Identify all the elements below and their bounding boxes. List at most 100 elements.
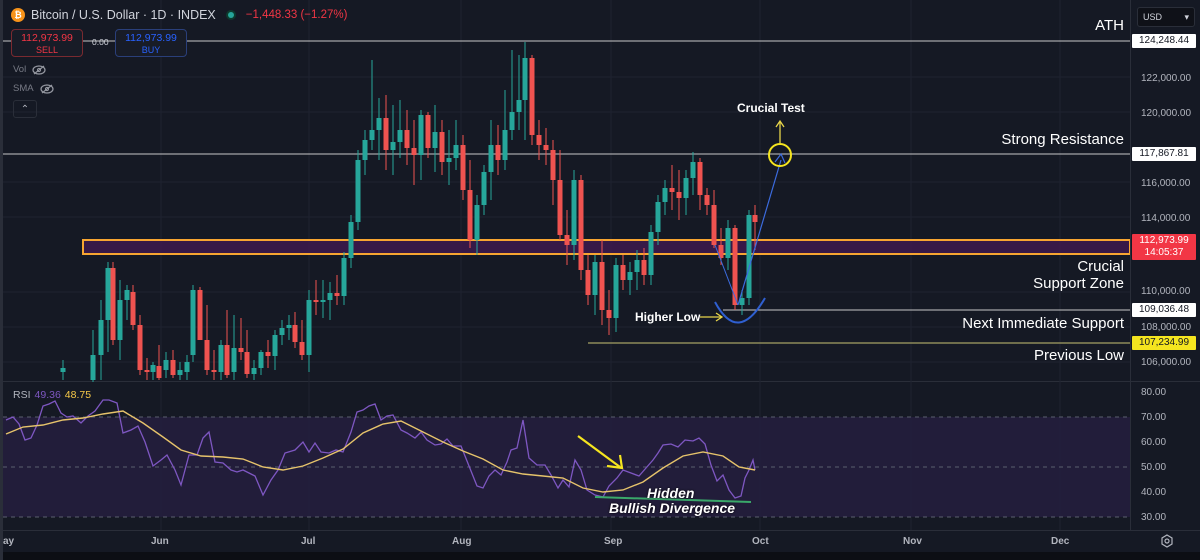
candle-body <box>334 293 340 296</box>
candle-body <box>124 290 130 300</box>
rsi-legend[interactable]: RSI 49.36 48.75 <box>13 389 91 401</box>
higher-low-curve <box>714 297 766 324</box>
ath-price-tag: 124,248.44 <box>1132 34 1196 48</box>
time-label: Oct <box>752 536 769 547</box>
candle-body <box>516 100 522 112</box>
time-label: Jul <box>301 536 316 547</box>
buy-button[interactable]: 112,973.99 BUY <box>115 29 187 57</box>
candle-body <box>231 348 237 372</box>
candle-body <box>557 180 563 235</box>
candle-body <box>432 132 438 148</box>
candle-body <box>224 345 230 375</box>
candle-body <box>244 352 250 374</box>
candle-body <box>383 118 389 150</box>
candle-body <box>634 260 640 272</box>
bullish-divergence-label: Bullish Divergence <box>609 500 736 516</box>
gear-icon[interactable] <box>1160 534 1174 548</box>
candle-body <box>105 268 111 320</box>
candle-body <box>272 335 278 356</box>
candle-body <box>676 192 682 198</box>
rsi-ma-value: 48.75 <box>64 389 92 401</box>
divergence-arrow <box>577 435 624 470</box>
candle-body <box>725 228 731 258</box>
candle-body <box>98 320 104 355</box>
sell-label: SELL <box>35 45 59 55</box>
current-price-tag: 112,973.99 14:05:37 <box>1132 234 1196 260</box>
price-tick: 120,000.00 <box>1141 108 1192 119</box>
sell-button[interactable]: 112,973.99 SELL <box>11 29 83 57</box>
current-price: 112,973.99 <box>1139 235 1189 246</box>
candle-body <box>648 232 654 275</box>
candle-body <box>355 160 361 222</box>
target-circle <box>768 143 792 167</box>
candle-body <box>571 180 577 245</box>
eye-hidden-icon[interactable] <box>39 83 54 94</box>
rsi-tick: 30.00 <box>1141 512 1167 523</box>
rsi-line <box>5 399 756 499</box>
projection-arrowhead <box>774 152 786 164</box>
candle-body <box>348 222 354 258</box>
candle-body <box>251 368 257 374</box>
candle-body <box>509 112 515 130</box>
candle-body <box>536 135 542 145</box>
candle-body <box>425 115 431 148</box>
candle-body <box>184 362 190 372</box>
price-tick: 122,000.00 <box>1141 73 1192 84</box>
time-label: Dec <box>1051 536 1070 547</box>
projection-line-2 <box>714 244 739 306</box>
candle-body <box>258 352 264 368</box>
candle-body <box>110 268 116 340</box>
candle-body <box>156 366 162 378</box>
higher-low-label: Higher Low <box>635 310 701 324</box>
candle-body <box>732 228 738 305</box>
chart-canvas[interactable] <box>3 0 1130 530</box>
rsi-tick: 60.00 <box>1141 437 1167 448</box>
spread-value: 0.00 <box>92 37 109 47</box>
eye-hidden-icon[interactable] <box>32 64 46 75</box>
candle-body <box>299 342 305 355</box>
indicator-sma[interactable]: SMA <box>13 83 54 94</box>
candle-body <box>190 290 196 355</box>
collapse-legend-button[interactable]: ⌃ <box>13 100 37 118</box>
candle-body <box>446 158 452 162</box>
indicator-vol[interactable]: Vol <box>13 64 46 75</box>
candle-body <box>453 145 459 158</box>
candle-body <box>711 205 717 245</box>
candle-body <box>641 260 647 275</box>
candle-body <box>495 145 501 160</box>
candle-body <box>522 58 528 100</box>
rsi-tick: 80.00 <box>1141 387 1167 398</box>
time-label: ay <box>3 536 15 547</box>
candle-body <box>585 270 591 295</box>
candle-body <box>130 292 136 325</box>
chevron-down-icon: ▾ <box>1184 12 1189 22</box>
candle-body <box>369 130 375 140</box>
pane-separator[interactable] <box>3 381 1200 382</box>
symbol-title[interactable]: Bitcoin / U.S. Dollar · 1D · INDEX <box>31 8 216 22</box>
bitcoin-icon: ₿ <box>11 8 25 22</box>
candle-body <box>137 325 143 370</box>
rsi-value: 49.36 <box>34 389 61 401</box>
time-axis[interactable] <box>3 530 1200 552</box>
price-tick: 110,000.00 <box>1141 286 1191 297</box>
rsi-tick: 70.00 <box>1141 412 1167 423</box>
candle-body <box>439 132 445 162</box>
candle-body <box>529 58 535 135</box>
candle-body <box>718 245 724 258</box>
rsi-tick: 50.00 <box>1141 462 1167 473</box>
buy-label: BUY <box>141 45 161 55</box>
candle-body <box>404 130 410 148</box>
sell-price: 112,973.99 <box>21 32 73 44</box>
candle-body <box>218 345 224 372</box>
candle-body <box>669 188 675 192</box>
price-axis[interactable] <box>1130 0 1200 530</box>
price-tick: 114,000.00 <box>1141 213 1191 224</box>
candle-body <box>390 142 396 150</box>
candle-body <box>238 348 244 352</box>
candle-body <box>60 368 66 372</box>
candle-body <box>627 272 633 280</box>
currency-select[interactable]: USD ▾ <box>1137 7 1195 27</box>
candle-body <box>467 190 473 240</box>
symbol-legend[interactable]: ₿ Bitcoin / U.S. Dollar · 1D · INDEX −1,… <box>11 8 347 22</box>
rsi-tick: 40.00 <box>1141 487 1167 498</box>
